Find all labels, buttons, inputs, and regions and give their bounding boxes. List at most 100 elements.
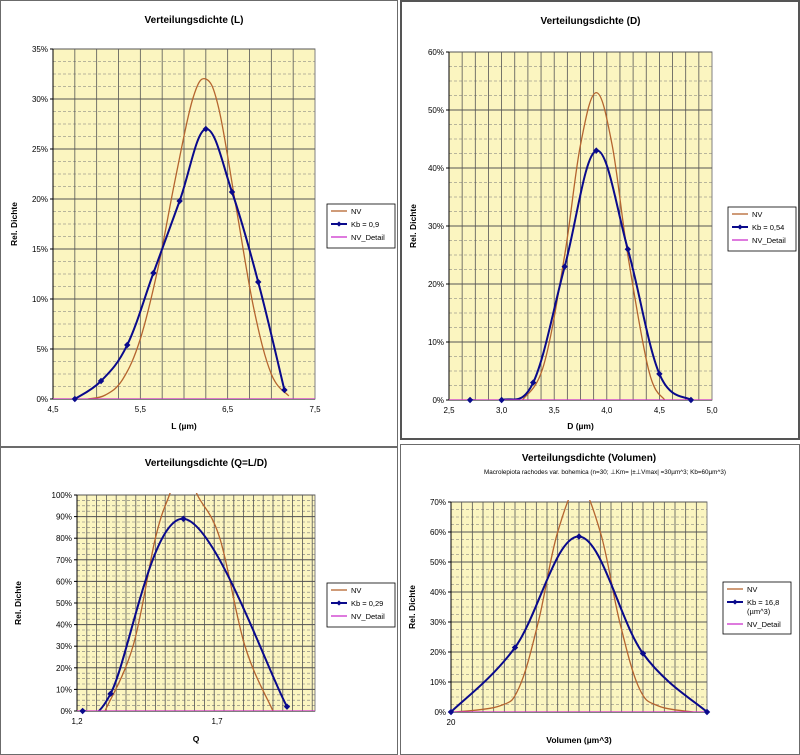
x-tick-label: 7,5	[309, 405, 321, 414]
data-point-marker	[176, 197, 183, 205]
x-tick-label: 5,5	[135, 405, 147, 414]
y-tick-label: 40%	[428, 164, 444, 173]
y-tick-label: 10%	[430, 678, 446, 687]
legend-label: NV	[351, 207, 361, 216]
legend-label: NV_Detail	[747, 620, 781, 629]
y-tick-label: 20%	[430, 648, 446, 657]
chart-svg: 0% 10% 20% 30% 40% 50% 60% 70% 80% 90% 100% 1,2 1,7 V…	[13, 458, 396, 744]
series-line-nv	[522, 91, 666, 400]
data-point-marker	[255, 278, 262, 286]
y-tick-label: 25%	[32, 145, 48, 154]
y-tick-label: 100%	[52, 491, 72, 500]
y-axis-label: Rel. Dichte	[407, 585, 417, 629]
data-point-marker	[150, 269, 157, 277]
series-line-kb	[74, 128, 286, 399]
data-point-marker	[703, 708, 711, 716]
x-tick-label: 6,5	[222, 405, 234, 414]
data-point-marker	[498, 396, 505, 404]
data-point-marker	[228, 188, 236, 196]
data-point-marker	[71, 395, 79, 403]
y-axis-label: Rel. Dichte	[13, 581, 23, 625]
y-tick-label: 40%	[430, 588, 446, 597]
legend-label: NV_Detail	[752, 236, 786, 245]
series-line-nv	[454, 500, 694, 712]
legend-label: NV_Detail	[351, 612, 385, 621]
y-tick-label: 0%	[434, 708, 446, 717]
legend-marker	[732, 599, 738, 605]
data-point-marker	[180, 515, 187, 522]
data-point-marker	[575, 533, 583, 540]
legend-label: NV	[351, 586, 361, 595]
chart-subtitle: Macrolepiota rachodes var. bohemica (n=3…	[484, 469, 726, 476]
chart-panel-diameter: 0% 10% 20% 30% 40% 50% 60% 2,5 3,0 3,5 4,0 4,5 5,0 Ve…	[400, 0, 800, 440]
chart-title: Verteilungsdichte (Volumen)	[522, 453, 656, 464]
x-axis-label: D (µm)	[567, 421, 594, 431]
y-tick-label: 70%	[430, 498, 446, 507]
x-tick-label: 4,5	[654, 406, 666, 415]
chart-title: Verteilungsdichte (Q=L/D)	[145, 458, 268, 469]
legend-label: Kb = 0,29	[351, 599, 383, 608]
legend-label: Kb = 0,54	[752, 223, 784, 232]
chart-title: Verteilungsdichte (D)	[540, 16, 640, 27]
legend-marker	[336, 221, 342, 227]
legend-label: Kb = 0,9	[351, 220, 379, 229]
chart-panel-length: 0% 5% 10% 15% 20% 25% 30% 35% 4,5 5,5 6,5 7,5 Vertei…	[0, 0, 398, 447]
legend-marker	[737, 224, 743, 230]
x-axis-label: Q	[193, 734, 200, 744]
chart-svg: 0% 5% 10% 15% 20% 25% 30% 35% 4,5 5,5 6,5 7,5 Vertei…	[9, 15, 396, 431]
x-tick-label: 1,7	[211, 717, 223, 726]
y-tick-label: 30%	[430, 618, 446, 627]
chart-panel-quotient: 0% 10% 20% 30% 40% 50% 60% 70% 80% 90% 100% 1,2 1,7 V…	[0, 447, 398, 755]
y-axis-label: Rel. Dichte	[9, 202, 19, 246]
y-tick-label: 20%	[32, 195, 48, 204]
legend-label: NV	[752, 210, 762, 219]
x-tick-label: 3,5	[549, 406, 561, 415]
y-axis-label: Rel. Dichte	[408, 204, 418, 248]
data-point-marker	[466, 396, 474, 404]
x-tick-label: 4,5	[47, 405, 59, 414]
x-tick-label: 3,0	[496, 406, 508, 415]
data-point-marker	[79, 707, 86, 715]
legend-label: NV_Detail	[351, 233, 385, 242]
y-tick-label: 10%	[428, 338, 444, 347]
data-point-marker	[202, 125, 210, 133]
y-tick-label: 40%	[56, 621, 72, 630]
data-point-marker	[447, 708, 455, 716]
legend-box	[722, 581, 792, 635]
x-axis-label: L (µm)	[171, 421, 197, 431]
chart-svg: 0% 10% 20% 30% 40% 50% 60% 2,5 3,0 3,5 4,0 4,5 5,0 Ve…	[408, 16, 797, 431]
y-tick-label: 5%	[36, 345, 48, 354]
series-group	[77, 493, 315, 711]
chart-svg: 0% 10% 20% 30% 40% 50% 60% 70% 20 Verteilungsdich…	[407, 453, 792, 745]
x-tick-label: 5,0	[706, 406, 718, 415]
x-tick-label: 2,5	[443, 406, 455, 415]
y-tick-label: 20%	[56, 664, 72, 673]
y-tick-label: 30%	[32, 95, 48, 104]
y-tick-label: 60%	[56, 577, 72, 586]
y-tick-label: 30%	[428, 222, 444, 231]
y-tick-label: 70%	[56, 556, 72, 565]
legend-label: NV	[747, 585, 757, 594]
data-point-marker	[124, 341, 131, 349]
y-tick-label: 35%	[32, 45, 48, 54]
y-tick-label: 50%	[430, 558, 446, 567]
x-tick-label: 20	[447, 718, 456, 727]
data-point-marker	[624, 246, 632, 253]
chart-panel-volume: 0% 10% 20% 30% 40% 50% 60% 70% 20 Verteilungsdich…	[400, 444, 800, 755]
chart-title: Verteilungsdichte (L)	[145, 15, 244, 26]
y-tick-label: 20%	[428, 280, 444, 289]
y-tick-label: 50%	[428, 106, 444, 115]
y-tick-label: 0%	[36, 395, 48, 404]
y-tick-label: 90%	[56, 513, 72, 522]
y-tick-label: 10%	[56, 685, 72, 694]
data-point-marker	[281, 386, 288, 394]
x-tick-label: 4,0	[601, 406, 613, 415]
data-point-marker	[639, 650, 647, 657]
x-tick-label: 1,2	[71, 717, 83, 726]
y-tick-label: 30%	[56, 642, 72, 651]
y-tick-label: 0%	[60, 707, 72, 716]
y-tick-label: 50%	[56, 599, 72, 608]
y-tick-label: 10%	[32, 295, 48, 304]
y-tick-label: 0%	[432, 396, 444, 405]
data-point-marker	[511, 644, 519, 651]
